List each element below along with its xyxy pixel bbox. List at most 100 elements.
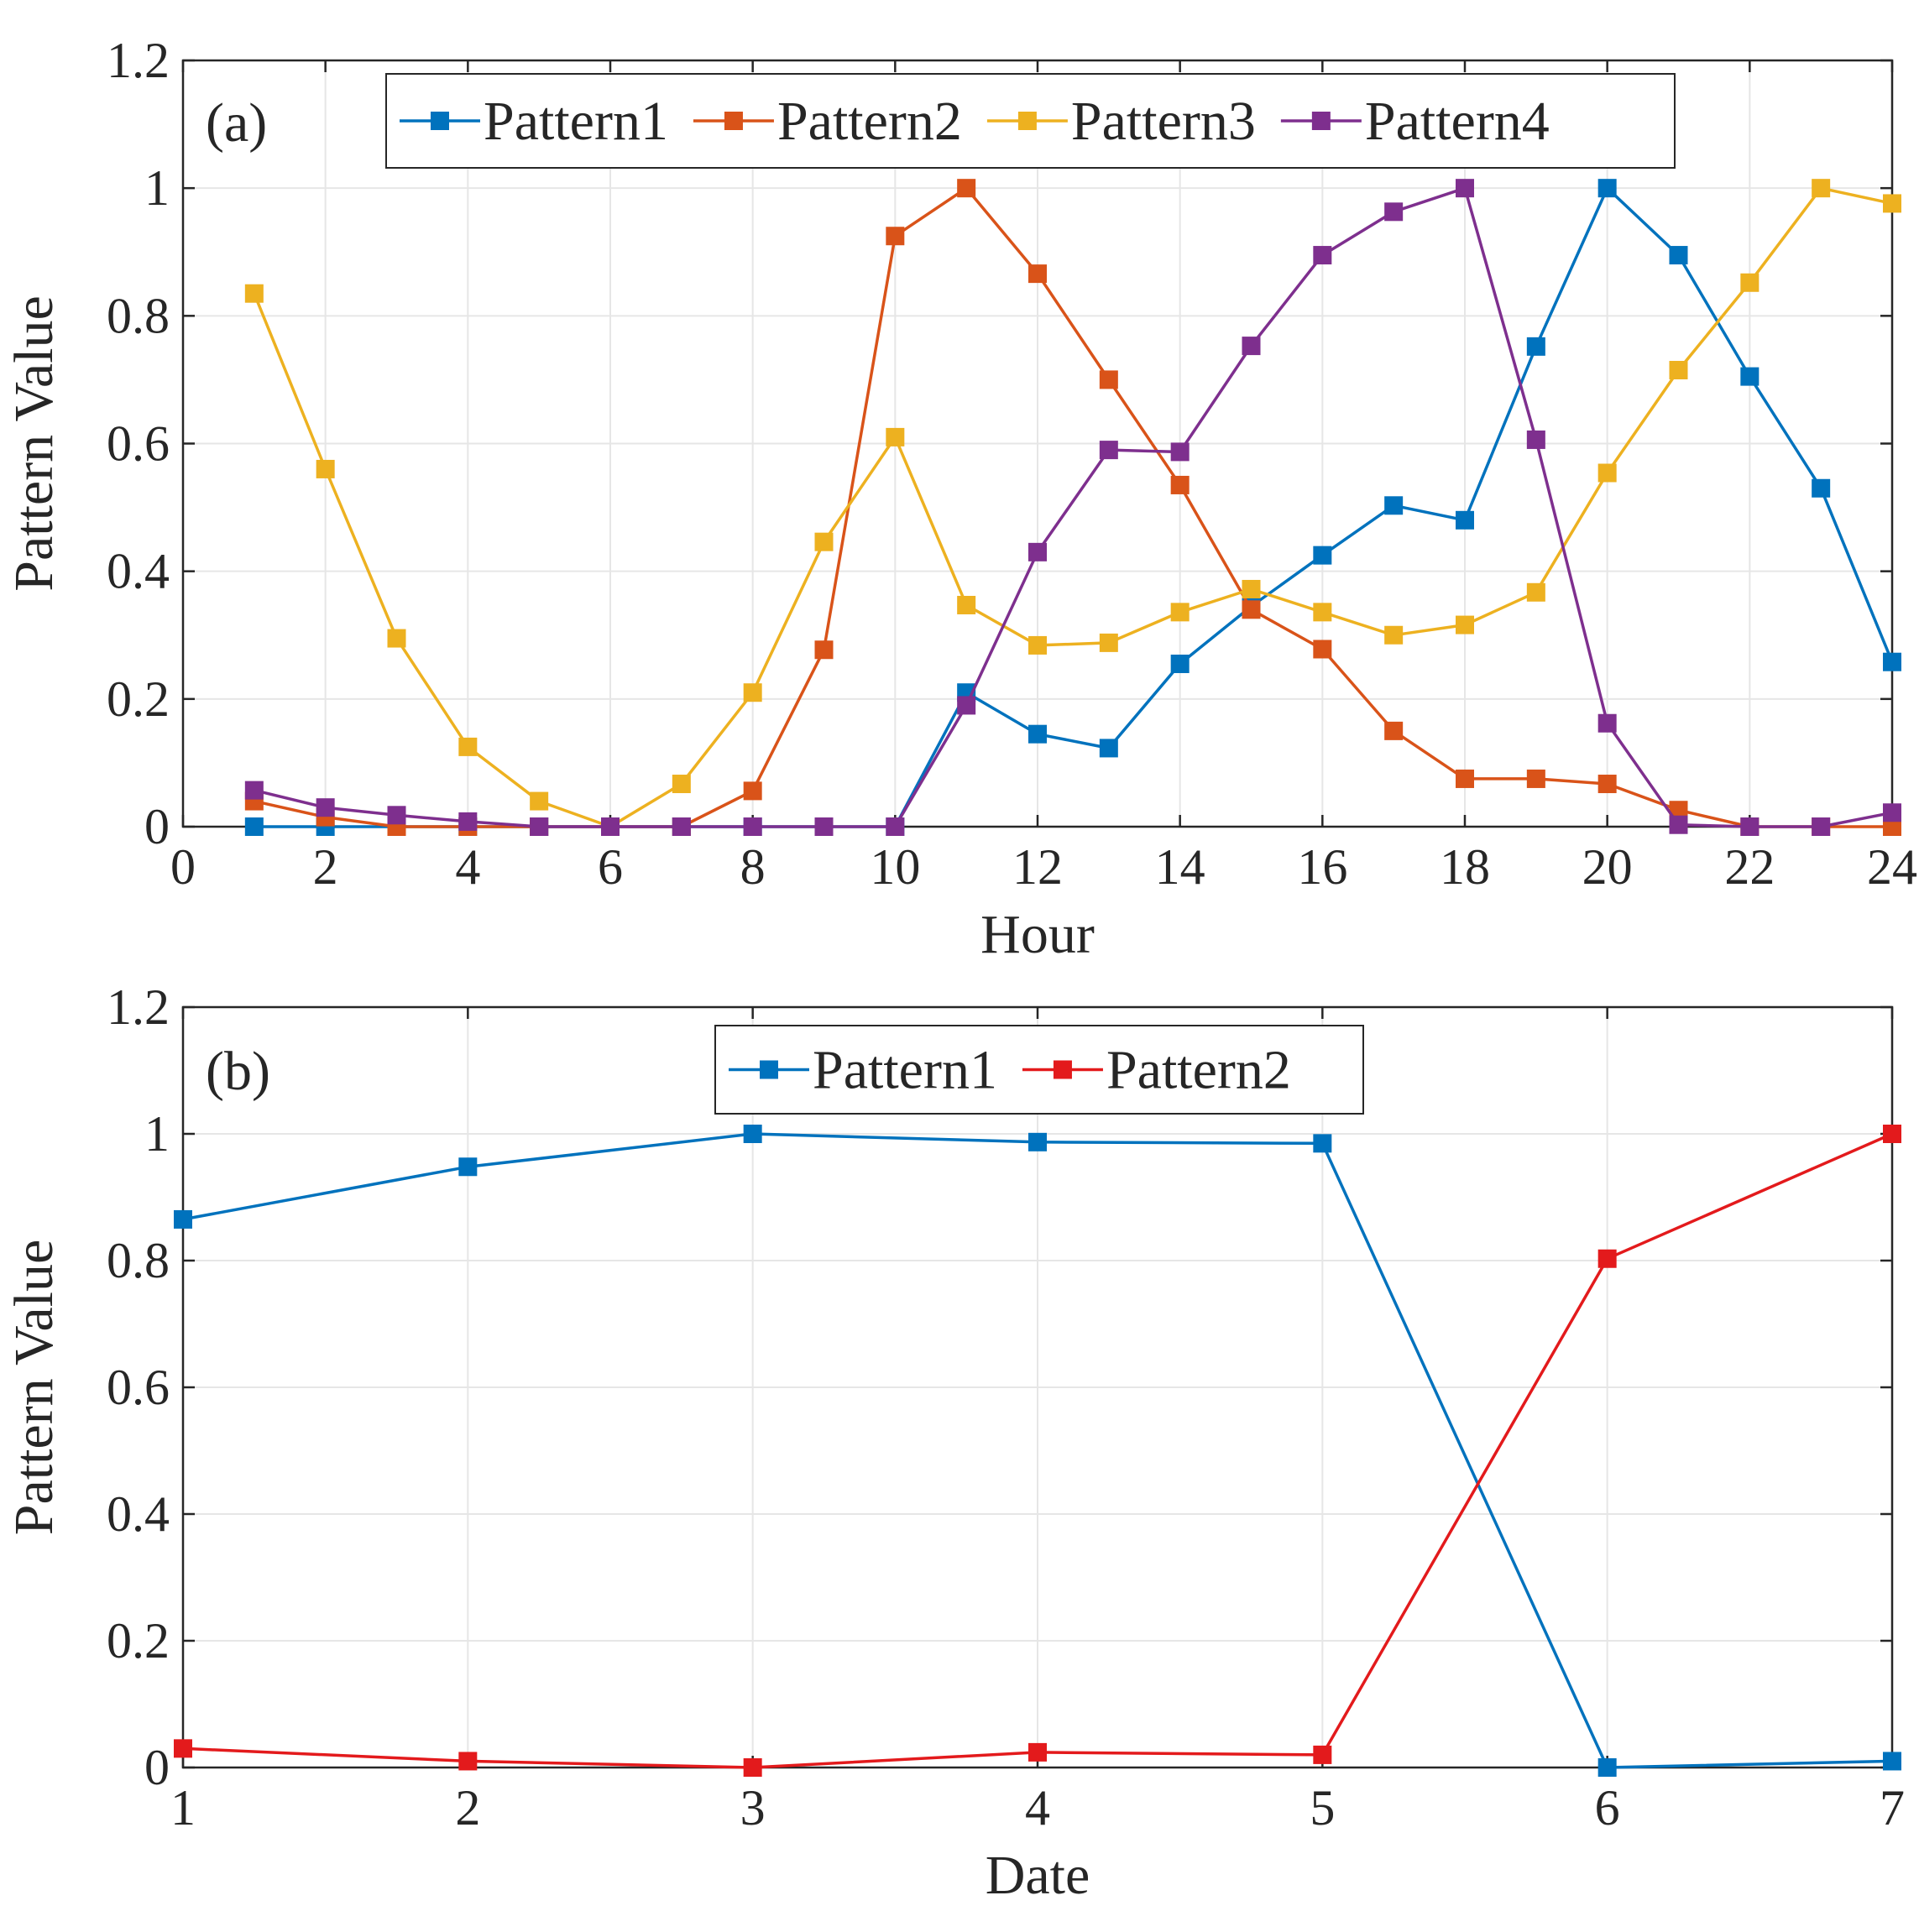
y-tick-label: 0.4 [107,544,170,599]
x-tick-label: 20 [1582,839,1633,895]
data-point-pattern4 [1812,817,1831,836]
data-point-pattern3 [1669,361,1688,380]
x-tick-label: 2 [455,1780,480,1835]
data-point-pattern2 [1099,370,1118,389]
x-axis-label: Hour [980,904,1095,965]
panel-label: (b) [206,1041,270,1102]
x-tick-label: 14 [1155,839,1205,895]
x-tick-label: 18 [1440,839,1490,895]
data-point-pattern3 [1242,579,1261,598]
y-tick-label: 0.6 [107,1360,170,1415]
data-point-pattern3 [1812,179,1831,198]
data-point-pattern1 [1028,724,1047,744]
data-point-pattern2 [743,1758,762,1777]
data-point-pattern3 [1597,463,1617,483]
data-point-pattern1 [1099,739,1118,758]
data-point-pattern1 [1597,179,1617,198]
data-point-pattern2 [743,781,762,801]
data-point-pattern4 [957,696,976,715]
x-axis-label: Date [986,1845,1090,1906]
data-point-pattern1 [1384,496,1404,515]
data-point-pattern4 [1883,803,1901,822]
data-point-pattern4 [1669,815,1688,834]
data-point-pattern4 [387,806,406,825]
data-point-pattern3 [530,791,549,811]
data-point-pattern1 [1313,1134,1332,1153]
data-point-pattern3 [1099,633,1118,652]
data-point-pattern2 [1313,1745,1332,1764]
data-point-pattern3 [814,532,834,551]
data-point-pattern4 [1384,202,1404,222]
legend-marker-pattern2 [724,112,743,130]
x-tick-label: 2 [313,839,338,895]
data-point-pattern2 [1313,640,1332,659]
data-point-pattern3 [886,427,905,446]
data-point-pattern4 [458,812,478,831]
y-tick-label: 0 [144,799,170,854]
data-point-pattern3 [1526,582,1545,602]
data-point-pattern1 [1883,652,1901,671]
data-point-pattern4 [244,781,264,800]
data-point-pattern3 [458,737,478,756]
data-point-pattern1 [743,1125,762,1143]
data-point-pattern2 [1669,801,1688,820]
data-point-pattern2 [458,1752,478,1771]
y-tick-label: 0.4 [107,1486,170,1542]
legend-label-pattern2: Pattern2 [777,91,962,152]
x-tick-label: 12 [1012,839,1063,895]
y-tick-label: 1 [144,1106,170,1162]
data-point-pattern2 [957,179,976,198]
data-point-pattern4 [1740,817,1760,836]
data-point-pattern4 [1597,713,1617,733]
data-point-pattern3 [244,284,264,303]
data-point-pattern1 [1740,367,1760,386]
data-point-pattern4 [814,817,834,836]
x-tick-label: 8 [740,839,766,895]
legend-label-pattern3: Pattern3 [1071,91,1256,152]
x-tick-label: 7 [1880,1780,1905,1835]
y-tick-label: 0.8 [107,1233,170,1288]
data-point-pattern2 [174,1739,192,1758]
series-line-pattern4 [254,186,1893,828]
y-tick-label: 1.2 [107,979,170,1035]
data-point-pattern4 [886,817,905,836]
data-point-pattern2 [1597,1249,1617,1268]
data-point-pattern2 [1883,817,1901,836]
x-tick-label: 4 [1025,1780,1050,1835]
x-tick-label: 4 [455,839,480,895]
data-point-pattern4 [1456,179,1474,198]
legend-label-pattern2: Pattern2 [1106,1040,1291,1101]
chart-panel-b: 1 2 3 4 5 6 7 0 0.2 0.4 0.6 0.8 1 1.2 Date Pattern Valu… [3,979,1905,1906]
legend-label-pattern1: Pattern1 [484,91,668,152]
x-tick-label: 24 [1867,839,1917,895]
x-tick-label: 3 [740,1780,766,1835]
data-point-pattern4 [1099,441,1118,460]
data-point-pattern4 [743,817,762,836]
y-axis-label: Pattern Value [3,295,65,592]
x-tick-label: 6 [598,839,623,895]
x-tick-label: 10 [870,839,920,895]
data-point-pattern1 [1456,510,1474,530]
data-point-pattern2 [1883,1125,1901,1143]
legend-marker-pattern3 [1017,112,1037,130]
data-point-pattern4 [1313,246,1332,265]
data-point-pattern1 [174,1209,192,1229]
data-point-pattern1 [244,817,264,836]
data-point-pattern4 [316,798,335,817]
legend-label-pattern4: Pattern4 [1365,91,1550,152]
x-tick-label: 5 [1310,1780,1335,1835]
data-point-pattern3 [387,629,406,648]
x-tick-label: 0 [170,839,196,895]
data-point-pattern3 [1028,635,1047,655]
data-point-pattern2 [1456,769,1474,788]
data-point-pattern1 [1313,546,1332,565]
x-tick-label: 22 [1724,839,1775,895]
panel-label: (a) [206,92,267,154]
data-point-pattern2 [1028,264,1047,284]
legend-marker-pattern1 [760,1060,778,1079]
data-point-pattern1 [1170,654,1190,673]
data-point-pattern2 [814,640,834,660]
data-point-pattern3 [743,683,762,702]
data-point-pattern2 [886,227,905,246]
